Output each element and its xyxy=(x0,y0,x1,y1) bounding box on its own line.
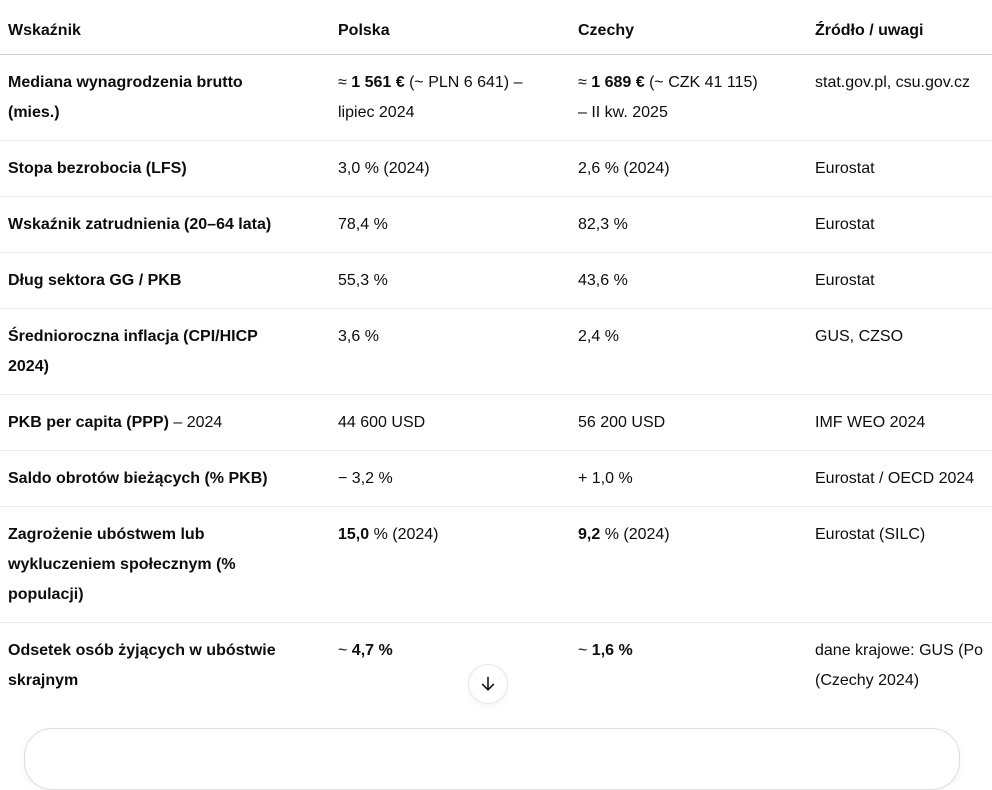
cell-czechy: ~ 1,6 % xyxy=(578,642,633,659)
message-composer-input[interactable] xyxy=(24,728,960,790)
cell-indicator: Zagrożenie ubóstwem lub wykluczeniem spo… xyxy=(0,506,338,623)
cell-indicator: Stopa bezrobocia (LFS) xyxy=(0,140,338,197)
table-row: Odsetek osób żyjących w ubóstwie skrajny… xyxy=(0,623,992,709)
cell-source: GUS, CZSO xyxy=(815,308,992,395)
cell-czechy: 43,6 % xyxy=(578,252,815,309)
cell-polska: − 3,2 % xyxy=(338,450,578,507)
cell-indicator: Odsetek osób żyjących w ubóstwie skrajny… xyxy=(8,642,276,689)
table-row: Stopa bezrobocia (LFS) 3,0 % (2024) 2,6 … xyxy=(0,140,992,197)
cell-indicator: Dług sektora GG / PKB xyxy=(0,252,338,309)
column-header-source: Źródło / uwagi xyxy=(815,0,992,55)
cell-czechy: ≈ 1 689 € (~ CZK 41 115) – II kw. 2025 xyxy=(578,54,815,141)
table-container: Wskaźnik Polska Czechy Źródło / uwagi Me… xyxy=(0,0,992,709)
cell-source: Eurostat / OECD 2024 xyxy=(815,450,992,507)
table-row: Saldo obrotów bieżących (% PKB) − 3,2 % … xyxy=(0,450,992,507)
cell-czechy: 9,2 % (2024) xyxy=(578,506,815,623)
cell-czechy: + 1,0 % xyxy=(578,450,815,507)
cell-polska: 55,3 % xyxy=(338,252,578,309)
cell-indicator: Średnioroczna inflacja (CPI/HICP 2024) xyxy=(0,308,338,395)
cell-source: IMF WEO 2024 xyxy=(815,394,992,451)
cell-indicator: Mediana wynagrodzenia brutto (mies.) xyxy=(0,54,338,141)
arrow-down-icon xyxy=(481,676,495,691)
cell-indicator: Saldo obrotów bieżących (% PKB) xyxy=(0,450,338,507)
cell-source: dane krajowe: GUS (Po (Czechy 2024) xyxy=(815,642,984,689)
column-header-polska: Polska xyxy=(338,0,578,55)
cell-polska: 3,0 % (2024) xyxy=(338,140,578,197)
table-row: Wskaźnik zatrudnienia (20–64 lata) 78,4 … xyxy=(0,196,992,253)
table-header-row: Wskaźnik Polska Czechy Źródło / uwagi xyxy=(0,0,992,55)
cell-source: Eurostat (SILC) xyxy=(815,506,992,623)
cell-source: Eurostat xyxy=(815,140,992,197)
scroll-to-bottom-button[interactable] xyxy=(468,664,508,704)
cell-source: stat.gov.pl, csu.gov.cz xyxy=(815,54,992,141)
cell-czechy: 82,3 % xyxy=(578,196,815,253)
cell-polska: 3,6 % xyxy=(338,308,578,395)
cell-indicator: Wskaźnik zatrudnienia (20–64 lata) xyxy=(0,196,338,253)
column-header-czechy: Czechy xyxy=(578,0,815,55)
table-row: Średnioroczna inflacja (CPI/HICP 2024) 3… xyxy=(0,308,992,395)
cell-czechy: 2,6 % (2024) xyxy=(578,140,815,197)
cell-czechy: 2,4 % xyxy=(578,308,815,395)
cell-czechy: 56 200 USD xyxy=(578,394,815,451)
cell-source: Eurostat xyxy=(815,252,992,309)
table-row: Mediana wynagrodzenia brutto (mies.) ≈ 1… xyxy=(0,54,992,141)
table-row: Zagrożenie ubóstwem lub wykluczeniem spo… xyxy=(0,506,992,623)
cell-polska: ≈ 1 561 € (~ PLN 6 641) – lipiec 2024 xyxy=(338,54,578,141)
cell-polska: 15,0 % (2024) xyxy=(338,506,578,623)
table-row: PKB per capita (PPP) – 2024 44 600 USD 5… xyxy=(0,394,992,451)
cell-polska: 44 600 USD xyxy=(338,394,578,451)
cell-polska: ~ 4,7 % xyxy=(338,642,393,659)
table-row: Dług sektora GG / PKB 55,3 % 43,6 % Euro… xyxy=(0,252,992,309)
column-header-indicator: Wskaźnik xyxy=(0,0,338,55)
cell-polska: 78,4 % xyxy=(338,196,578,253)
comparison-table: Wskaźnik Polska Czechy Źródło / uwagi Me… xyxy=(0,0,992,709)
cell-source: Eurostat xyxy=(815,196,992,253)
cell-indicator: PKB per capita (PPP) – 2024 xyxy=(0,394,338,451)
